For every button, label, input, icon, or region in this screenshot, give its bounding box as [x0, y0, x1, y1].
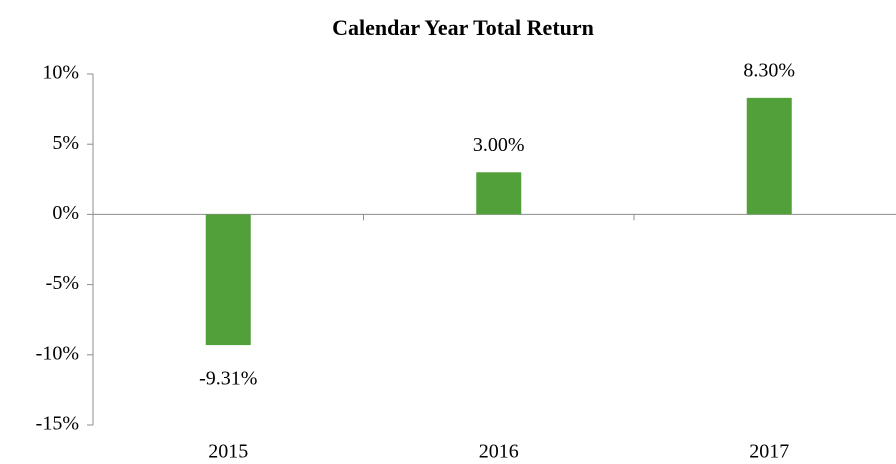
y-tick-label: 5% [52, 132, 79, 154]
bar [746, 97, 792, 215]
data-label: 3.00% [473, 134, 525, 156]
y-tick-label: -5% [46, 272, 79, 294]
bar [205, 214, 251, 346]
chart-title: Calendar Year Total Return [332, 15, 594, 40]
data-label: -9.31% [199, 368, 257, 390]
x-tick-label: 2017 [749, 441, 789, 463]
y-tick-label: 10% [42, 62, 79, 84]
y-tick-label: 0% [52, 202, 79, 224]
y-tick-label: -10% [36, 342, 79, 364]
x-tick-label: 2015 [208, 441, 248, 463]
y-tick-label: -15% [36, 413, 79, 435]
x-tick-label: 2016 [479, 441, 519, 463]
data-label: 8.30% [743, 59, 795, 81]
bar [476, 172, 522, 215]
